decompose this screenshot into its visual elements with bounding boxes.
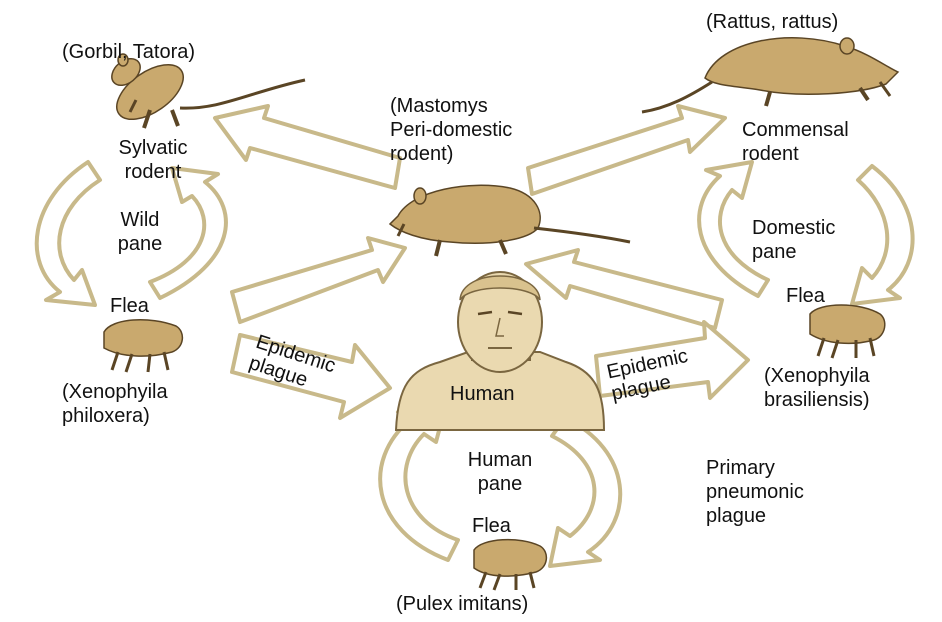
pulex-imitans-label: (Pulex imitans) bbox=[396, 593, 529, 615]
flea-left-label: Flea bbox=[110, 295, 149, 317]
arc-wild-right bbox=[148, 166, 228, 300]
arc-domestic-left bbox=[697, 160, 770, 298]
rattus-rodent-icon bbox=[641, 37, 900, 114]
cycle-arrows bbox=[34, 160, 915, 568]
flea-left-icon bbox=[103, 319, 184, 373]
mastomys-rodent-icon bbox=[388, 184, 631, 257]
arc-domestic-right bbox=[850, 164, 915, 306]
rattus-label: (Rattus, rattus) bbox=[706, 11, 839, 33]
primary-pneumonic-plague-label: Primary pneumonic plague bbox=[706, 457, 804, 527]
sylvatic-rodent-label: Sylvatic rodent bbox=[118, 137, 188, 183]
gorbil-label: (Gorbil, Tatora) bbox=[62, 41, 196, 63]
arrow-mastomys-to-sylvatic bbox=[213, 104, 402, 190]
arrow-epidemic-left bbox=[230, 333, 392, 420]
flea-right-label: Flea bbox=[786, 285, 825, 307]
gorbil-rodent-icon bbox=[111, 53, 306, 129]
flea-bottom-label: Flea bbox=[472, 515, 511, 537]
commensal-rodent-label: Commensal rodent bbox=[742, 119, 849, 165]
xenophyila-brasiliensis-label: (Xenophyila brasiliensis) bbox=[764, 365, 870, 411]
arrow-flea-right-to-mastomys bbox=[524, 248, 724, 330]
arrow-flea-left-to-mastomys bbox=[230, 236, 407, 324]
human-pane-label: Human pane bbox=[467, 449, 533, 495]
arrow-mastomys-to-commensal bbox=[526, 104, 727, 196]
xenophyila-philoxera-label: (Xenophyila philoxera) bbox=[62, 381, 168, 427]
arc-wild-left bbox=[34, 160, 102, 307]
arrow-epidemic-right bbox=[594, 320, 750, 400]
domestic-pane-label: Domestic pane bbox=[752, 217, 836, 263]
human-head bbox=[457, 271, 543, 373]
human-figure-icon bbox=[394, 271, 606, 431]
human-torso bbox=[394, 351, 606, 431]
arrows bbox=[213, 104, 750, 420]
human-label: Human bbox=[450, 383, 515, 405]
mastomys-label: (Mastomys Peri-domestic rodent) bbox=[390, 95, 513, 165]
flea-bottom-icon bbox=[473, 538, 548, 591]
arc-human-right bbox=[548, 416, 623, 568]
flea-right-icon bbox=[809, 304, 886, 359]
wild-pane-label: Wild pane bbox=[117, 209, 163, 255]
